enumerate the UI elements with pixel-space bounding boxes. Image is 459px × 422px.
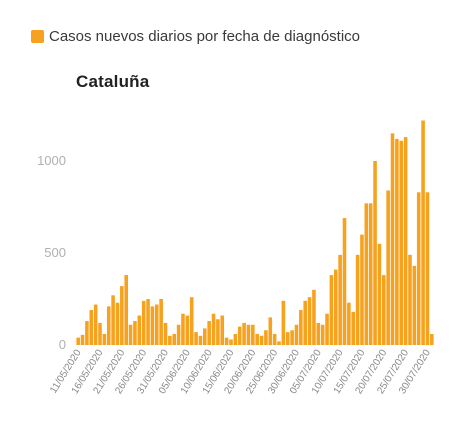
bar[interactable] bbox=[395, 138, 399, 345]
bar[interactable] bbox=[416, 192, 421, 345]
bar[interactable] bbox=[237, 326, 242, 345]
bar[interactable] bbox=[194, 332, 198, 345]
bar[interactable] bbox=[224, 337, 229, 345]
chart-title: Cataluña bbox=[76, 72, 150, 91]
x-axis-ticks: 11/05/202016/05/202021/05/202026/05/2020… bbox=[48, 347, 433, 396]
bar[interactable] bbox=[85, 321, 89, 345]
bar[interactable] bbox=[106, 306, 111, 345]
bar[interactable] bbox=[294, 324, 299, 345]
bar[interactable] bbox=[316, 322, 321, 345]
bar[interactable] bbox=[325, 313, 329, 345]
bar[interactable] bbox=[98, 322, 102, 345]
bar[interactable] bbox=[373, 161, 377, 345]
bar[interactable] bbox=[360, 234, 364, 345]
bar[interactable] bbox=[233, 333, 238, 345]
bar[interactable] bbox=[120, 286, 124, 345]
bar[interactable] bbox=[216, 319, 220, 345]
bar[interactable] bbox=[351, 311, 356, 345]
bar[interactable] bbox=[76, 337, 80, 345]
bar[interactable] bbox=[115, 302, 120, 345]
bar[interactable] bbox=[382, 275, 386, 345]
bar[interactable] bbox=[390, 133, 395, 345]
bar[interactable] bbox=[255, 333, 259, 345]
bar[interactable] bbox=[320, 324, 325, 345]
bar[interactable] bbox=[312, 289, 316, 345]
bar[interactable] bbox=[303, 300, 307, 345]
bar[interactable] bbox=[412, 265, 417, 345]
bar[interactable] bbox=[146, 299, 150, 345]
bar[interactable] bbox=[242, 322, 246, 345]
legend: Casos nuevos diarios por fecha de diagnó… bbox=[31, 28, 360, 45]
y-tick-label: 500 bbox=[44, 245, 66, 260]
bar[interactable] bbox=[399, 140, 404, 345]
bar[interactable] bbox=[163, 322, 168, 345]
bar[interactable] bbox=[251, 324, 255, 345]
bar[interactable] bbox=[403, 137, 408, 345]
y-tick-label: 0 bbox=[59, 337, 66, 352]
bar[interactable] bbox=[111, 295, 115, 345]
bar[interactable] bbox=[207, 321, 211, 345]
bar[interactable] bbox=[355, 254, 360, 345]
bar[interactable] bbox=[128, 324, 133, 345]
bar[interactable] bbox=[281, 300, 286, 345]
bar[interactable] bbox=[425, 192, 430, 345]
bar[interactable] bbox=[229, 339, 233, 345]
bar[interactable] bbox=[211, 313, 216, 345]
bar[interactable] bbox=[408, 254, 412, 345]
bar[interactable] bbox=[329, 275, 334, 345]
bar[interactable] bbox=[277, 341, 281, 345]
bar[interactable] bbox=[430, 333, 434, 345]
bar[interactable] bbox=[285, 332, 290, 345]
bar[interactable] bbox=[172, 333, 177, 345]
bar[interactable] bbox=[154, 304, 159, 345]
legend-swatch bbox=[31, 30, 44, 43]
bar[interactable] bbox=[259, 335, 264, 345]
bar[interactable] bbox=[268, 317, 273, 345]
bar[interactable] bbox=[93, 304, 98, 345]
bar[interactable] bbox=[290, 330, 294, 345]
bar[interactable] bbox=[338, 254, 342, 345]
bar[interactable] bbox=[364, 203, 369, 345]
bar[interactable] bbox=[181, 313, 185, 345]
bar[interactable] bbox=[377, 243, 382, 345]
y-tick-label: 1000 bbox=[37, 153, 66, 168]
bar[interactable] bbox=[137, 315, 142, 345]
bar[interactable] bbox=[168, 335, 172, 345]
bar[interactable] bbox=[333, 269, 338, 345]
bar[interactable] bbox=[368, 203, 373, 345]
bar[interactable] bbox=[264, 330, 268, 345]
bar[interactable] bbox=[246, 324, 251, 345]
bar[interactable] bbox=[102, 333, 107, 345]
bar[interactable] bbox=[176, 324, 181, 345]
bar[interactable] bbox=[141, 300, 146, 345]
bar[interactable] bbox=[421, 120, 425, 346]
bar[interactable] bbox=[198, 335, 203, 345]
bar[interactable] bbox=[80, 334, 85, 345]
bar[interactable] bbox=[386, 190, 390, 345]
bar[interactable] bbox=[220, 315, 225, 345]
bar[interactable] bbox=[89, 310, 94, 345]
bar[interactable] bbox=[189, 297, 194, 345]
bar[interactable] bbox=[185, 315, 190, 345]
y-axis-ticks: 0 500 1000 bbox=[37, 153, 66, 352]
bar[interactable] bbox=[203, 328, 207, 345]
bar[interactable] bbox=[347, 302, 351, 345]
bar[interactable] bbox=[133, 321, 137, 345]
bar[interactable] bbox=[342, 218, 347, 345]
bar[interactable] bbox=[272, 333, 277, 345]
legend-label: Casos nuevos diarios por fecha de diagnó… bbox=[49, 28, 361, 45]
bar[interactable] bbox=[159, 299, 163, 345]
bar[interactable] bbox=[299, 310, 303, 345]
bar[interactable] bbox=[307, 297, 312, 345]
bar[interactable] bbox=[124, 275, 128, 345]
bar[interactable] bbox=[150, 306, 155, 345]
bars bbox=[76, 120, 434, 346]
